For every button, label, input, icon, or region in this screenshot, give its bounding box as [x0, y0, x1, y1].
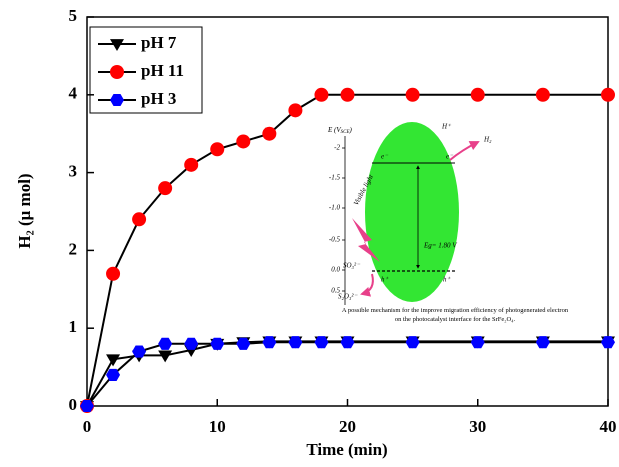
data-point	[158, 337, 173, 350]
electron-label: e⁻	[446, 153, 454, 161]
y-tick-label: 4	[69, 84, 78, 103]
inset-diagram: E (VSCE) e⁻ e⁻ h⁺ h⁺ Eg= 1.80 V H⁺ H₂ Vi…	[327, 122, 569, 323]
oxidation-arrow	[360, 273, 374, 297]
y-axis-label: H₂ (μ mol)	[15, 173, 34, 248]
legend-label: pH 11	[141, 61, 184, 80]
x-tick-label: 10	[209, 417, 226, 436]
legend-label: pH 3	[141, 89, 176, 108]
data-point	[184, 157, 199, 172]
y-tick-label: 5	[69, 6, 78, 25]
data-point	[405, 87, 420, 102]
data-point	[106, 368, 121, 381]
donor-label: S₂O₃²⁻	[338, 293, 359, 301]
data-point	[236, 134, 251, 149]
light-bolt	[352, 218, 380, 262]
legend-marker	[110, 93, 124, 107]
data-point	[184, 337, 199, 350]
data-point	[535, 87, 550, 102]
inset-scale-label: 0.0	[331, 266, 340, 274]
data-point	[340, 87, 355, 102]
y-tick-label: 0	[69, 395, 78, 414]
legend-marker	[110, 39, 124, 51]
data-point	[288, 103, 303, 118]
data-point	[210, 142, 225, 157]
inset-scale-label: 0.5	[331, 287, 340, 295]
y-tick-label: 1	[69, 317, 78, 336]
inset-scale-label: -1.5	[329, 174, 341, 182]
data-point	[601, 87, 615, 102]
x-tick-label: 30	[469, 417, 486, 436]
legend-box	[89, 26, 203, 114]
data-point	[158, 181, 173, 196]
hydrogen-label: H₂	[483, 136, 492, 144]
band-gap-label: Eg= 1.80 V	[423, 242, 457, 250]
inset-scale-label: -1.0	[329, 204, 341, 212]
reduction-arrow	[449, 141, 480, 161]
inset-scale-label: -2	[334, 144, 340, 152]
x-axis-label: Time (min)	[306, 440, 387, 459]
data-point	[210, 337, 225, 350]
hole-label: h⁺	[381, 276, 390, 284]
data-point	[236, 337, 251, 350]
data-point	[601, 336, 615, 349]
data-point	[288, 336, 303, 349]
hole-label: h⁺	[443, 276, 452, 284]
data-point	[405, 336, 420, 349]
x-tick-label: 20	[339, 417, 356, 436]
data-point	[340, 336, 355, 349]
inset-caption: on the photocatalyst interface for the S…	[395, 316, 516, 323]
data-point	[470, 336, 485, 349]
data-point	[106, 354, 121, 367]
oxidized-label: SO₃²⁻	[343, 262, 361, 270]
data-point	[262, 336, 277, 349]
data-point	[132, 212, 147, 227]
data-point	[262, 126, 277, 141]
inset-axis-title: E (VSCE)	[327, 126, 353, 136]
data-point	[314, 336, 329, 349]
x-tick-label: 40	[600, 417, 617, 436]
data-point	[470, 87, 485, 102]
electron-label: e⁻	[381, 153, 389, 161]
inset-scale-label: -0.5	[329, 236, 341, 244]
proton-label: H⁺	[441, 123, 452, 131]
legend-marker	[110, 65, 124, 79]
data-point	[314, 87, 329, 102]
catalyst-particle	[365, 122, 459, 302]
data-point	[80, 399, 94, 413]
inset-caption: A possible mechanism for the improve mig…	[342, 307, 569, 314]
y-tick-label: 2	[69, 239, 78, 258]
data-point	[535, 336, 550, 349]
y-tick-label: 3	[69, 162, 78, 181]
legend-label: pH 7	[141, 33, 177, 52]
data-point	[106, 266, 121, 281]
data-point	[132, 345, 147, 358]
data-point	[158, 350, 173, 363]
x-tick-label: 0	[83, 417, 92, 436]
